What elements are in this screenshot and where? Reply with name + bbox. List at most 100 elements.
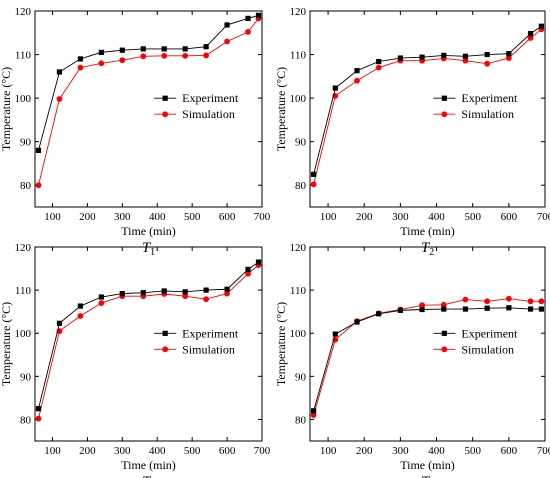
data-point bbox=[527, 298, 534, 305]
y-tick-label: 110 bbox=[290, 50, 307, 62]
data-point bbox=[354, 319, 360, 325]
legend-marker bbox=[441, 95, 447, 101]
x-tick-label: 700 bbox=[254, 211, 271, 223]
data-point bbox=[35, 147, 42, 153]
data-point bbox=[527, 31, 534, 37]
series-line bbox=[38, 14, 259, 151]
data-point bbox=[203, 44, 209, 50]
y-tick-label: 120 bbox=[15, 6, 32, 18]
data-point bbox=[538, 298, 545, 305]
data-point bbox=[224, 22, 230, 28]
data-point bbox=[98, 60, 105, 67]
chart-panel-3: 100 200 300 400 500 600 700 80 90 100 110 120 Time (… bbox=[0, 242, 271, 478]
y-tick-label: 110 bbox=[15, 50, 32, 62]
legend-label: Simulation bbox=[182, 107, 235, 121]
data-point bbox=[98, 49, 104, 55]
x-tick-label: 600 bbox=[219, 211, 236, 223]
series-simulation bbox=[310, 295, 545, 419]
data-point bbox=[506, 305, 512, 311]
y-axis-title: Temperature (°C) bbox=[274, 302, 288, 386]
data-point bbox=[119, 47, 125, 53]
data-point bbox=[224, 286, 230, 292]
data-point bbox=[161, 52, 168, 59]
x-tick-label: 600 bbox=[501, 211, 518, 223]
data-point bbox=[161, 46, 167, 52]
legend-marker bbox=[441, 330, 447, 336]
data-point bbox=[484, 305, 490, 311]
data-point bbox=[77, 64, 84, 71]
legend-label: Experiment bbox=[461, 91, 518, 105]
data-point bbox=[140, 46, 146, 52]
x-tick-label: 600 bbox=[219, 445, 236, 457]
y-tick-label: 80 bbox=[295, 414, 307, 426]
series-experiment bbox=[311, 305, 544, 414]
x-tick-label: 300 bbox=[392, 211, 409, 223]
plot-frame bbox=[34, 10, 263, 208]
legend-label: Experiment bbox=[182, 326, 239, 340]
x-axis-title: Time (min) bbox=[400, 458, 455, 472]
x-tick-label: 400 bbox=[428, 211, 445, 223]
data-point bbox=[56, 69, 63, 75]
data-point bbox=[462, 296, 469, 303]
y-tick-label: 110 bbox=[15, 285, 32, 297]
series-experiment bbox=[35, 259, 262, 412]
plot-frame bbox=[34, 246, 263, 442]
data-point bbox=[419, 54, 425, 60]
y-tick-label: 80 bbox=[20, 414, 32, 426]
legend-marker bbox=[441, 111, 448, 118]
data-point bbox=[245, 29, 251, 35]
series-simulation bbox=[35, 15, 262, 189]
chart-panel-1: 100 200 300 400 500 600 700 80 90 100 110 120 Time (… bbox=[0, 6, 271, 258]
data-point bbox=[161, 288, 167, 294]
y-tick-label: 120 bbox=[15, 242, 32, 254]
y-tick-label: 100 bbox=[15, 328, 32, 340]
legend: Experiment Simulation bbox=[433, 91, 518, 121]
x-tick-label: 200 bbox=[356, 211, 373, 223]
data-point bbox=[441, 52, 447, 59]
data-point bbox=[140, 53, 147, 60]
data-point bbox=[203, 296, 210, 303]
y-tick-label: 120 bbox=[290, 242, 307, 254]
legend-label: Simulation bbox=[461, 342, 514, 356]
data-point bbox=[332, 331, 338, 337]
data-point bbox=[397, 55, 403, 61]
legend-marker bbox=[441, 346, 448, 353]
data-point bbox=[182, 52, 189, 59]
y-axis-title: Temperature (°C) bbox=[0, 67, 13, 151]
data-point bbox=[224, 290, 230, 297]
x-tick-label: 400 bbox=[149, 211, 166, 223]
x-tick-label: 500 bbox=[464, 445, 481, 457]
x-tick-label: 700 bbox=[537, 211, 550, 223]
legend: Experiment Simulation bbox=[154, 91, 239, 121]
series-line bbox=[313, 307, 542, 411]
data-point bbox=[35, 406, 42, 412]
series-experiment bbox=[311, 23, 544, 177]
y-tick-label: 80 bbox=[20, 180, 32, 192]
legend-marker bbox=[162, 95, 168, 101]
panel-caption-letter: T bbox=[421, 240, 431, 256]
data-point bbox=[119, 290, 125, 297]
legend-label: Experiment bbox=[182, 91, 239, 105]
data-point bbox=[440, 301, 447, 308]
x-tick-label: 600 bbox=[501, 445, 518, 457]
data-point bbox=[98, 300, 105, 306]
panel-caption-letter: T bbox=[142, 474, 152, 478]
data-point bbox=[376, 311, 382, 317]
panel-caption-subscript: 2 bbox=[429, 247, 434, 258]
legend: Experiment Simulation bbox=[433, 326, 518, 356]
data-point bbox=[527, 306, 534, 312]
x-tick-label: 500 bbox=[184, 211, 201, 223]
data-point bbox=[311, 171, 317, 177]
panel-caption: T2 bbox=[421, 240, 434, 258]
legend-label: Experiment bbox=[461, 326, 518, 340]
x-tick-label: 700 bbox=[254, 445, 271, 457]
data-point bbox=[77, 313, 84, 319]
x-tick-label: 100 bbox=[44, 445, 61, 457]
x-tick-label: 300 bbox=[114, 211, 131, 223]
data-point bbox=[538, 306, 544, 312]
data-point bbox=[397, 307, 403, 313]
data-point bbox=[484, 51, 490, 58]
data-point bbox=[462, 57, 469, 64]
data-point bbox=[484, 60, 491, 67]
